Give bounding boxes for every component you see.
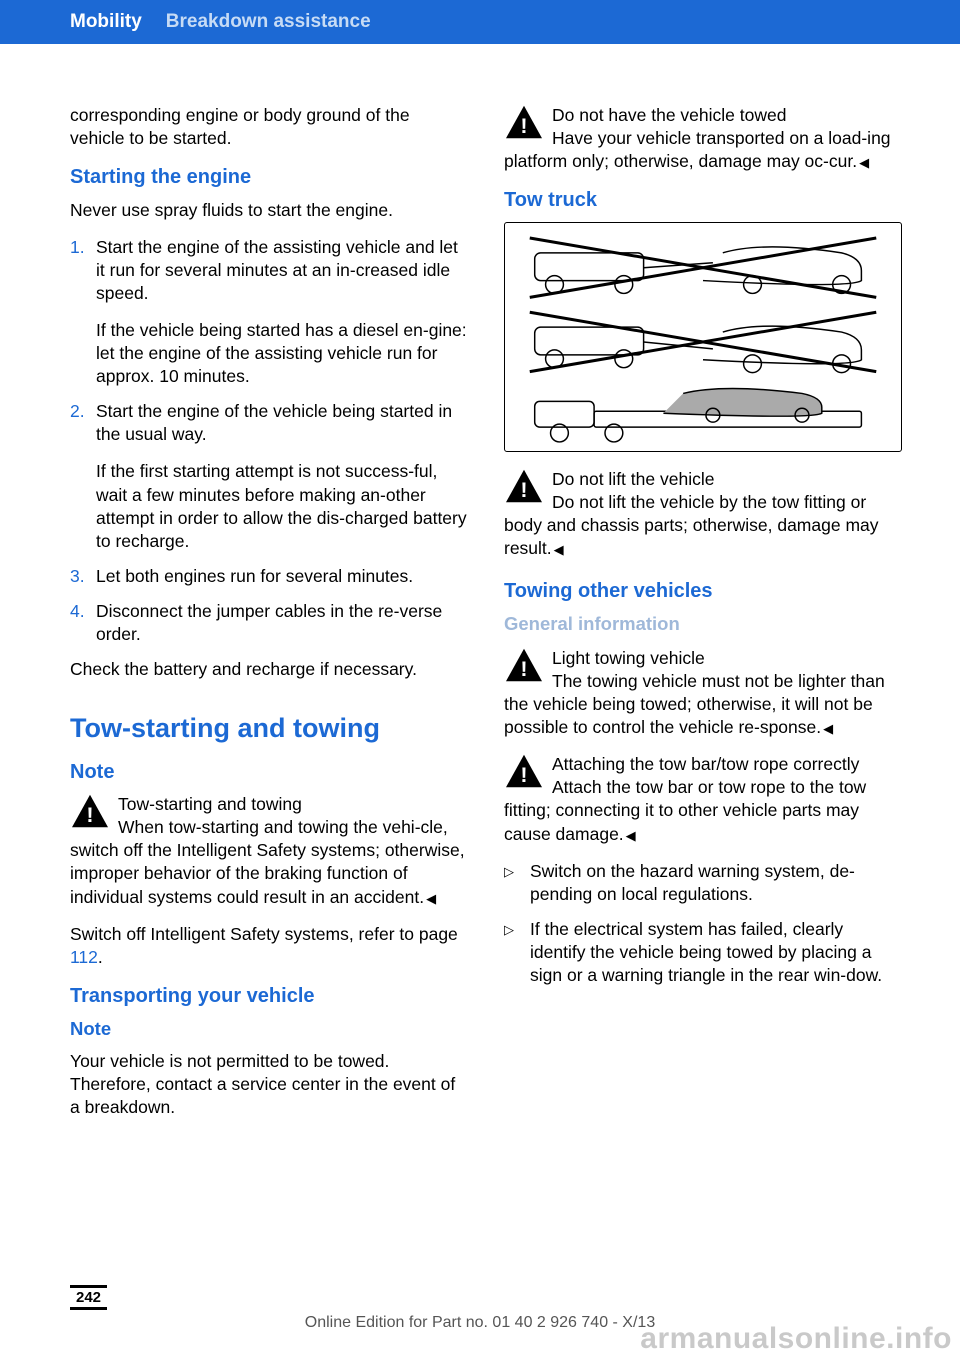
- warning-body: Have your vehicle transported on a load‐…: [504, 128, 891, 171]
- warning-body: The towing vehicle must not be lighter t…: [504, 671, 885, 737]
- step-text: If the first starting attempt is not suc…: [96, 460, 468, 552]
- step-number: 3.: [70, 565, 96, 588]
- list-item: 1. Start the engine of the assisting veh…: [70, 236, 468, 389]
- step-text: Start the engine of the assisting vehicl…: [96, 236, 468, 305]
- warning-icon: !: [504, 468, 544, 504]
- list-item: 2. Start the engine of the vehicle being…: [70, 400, 468, 553]
- starting-engine-heading: Starting the engine: [70, 164, 468, 190]
- warning-icon: !: [70, 793, 110, 829]
- starting-subtext: Never use spray fluids to start the engi…: [70, 199, 468, 222]
- transporting-heading: Transporting your vehicle: [70, 983, 468, 1009]
- header-subsection: Breakdown assistance: [166, 11, 371, 33]
- warning-title: Tow-starting and towing: [118, 794, 302, 814]
- step-text: Start the engine of the vehicle being st…: [96, 400, 468, 446]
- warning-icon: !: [504, 104, 544, 140]
- warning-icon: !: [504, 753, 544, 789]
- svg-text:!: !: [520, 113, 527, 138]
- transport-body: Your vehicle is not permitted to be towe…: [70, 1050, 468, 1119]
- page-header: Mobility Breakdown assistance: [0, 0, 960, 44]
- list-item: 3. Let both engines run for several minu…: [70, 565, 468, 588]
- bullet-list: ▷ Switch on the hazard warning system, d…: [504, 860, 902, 987]
- page-body: corresponding engine or body ground of t…: [0, 44, 960, 1133]
- list-item: 4. Disconnect the jumper cables in the r…: [70, 600, 468, 646]
- step-text: Let both engines run for several minutes…: [96, 565, 468, 588]
- svg-text:!: !: [520, 762, 527, 787]
- step-number: 2.: [70, 400, 96, 553]
- bullet-icon: ▷: [504, 860, 530, 906]
- watermark: armanualsonline.info: [640, 1322, 952, 1356]
- tow-truck-heading: Tow truck: [504, 187, 902, 213]
- warning-body: When tow-starting and towing the vehi‐cl…: [70, 817, 465, 906]
- step-text: If the vehicle being started has a diese…: [96, 319, 468, 388]
- starting-steps-list: 1. Start the engine of the assisting veh…: [70, 236, 468, 646]
- step-number: 4.: [70, 600, 96, 646]
- warning-block: ! Attaching the tow bar/tow rope correct…: [504, 753, 902, 845]
- warning-block: ! Do not lift the vehicle Do not lift th…: [504, 468, 902, 560]
- warning-body: Do not lift the vehicle by the tow fitti…: [504, 492, 879, 558]
- note-heading: Note: [70, 759, 468, 785]
- right-column: ! Do not have the vehicle towed Have you…: [504, 104, 902, 1133]
- warning-body: Attach the tow bar or tow rope to the to…: [504, 777, 866, 843]
- switchoff-pre: Switch off Intelligent Safety systems, r…: [70, 924, 458, 944]
- page-number: 242: [70, 1285, 107, 1310]
- after-steps-text: Check the battery and recharge if necess…: [70, 658, 468, 681]
- intro-paragraph: corresponding engine or body ground of t…: [70, 104, 468, 150]
- warning-title: Do not have the vehicle towed: [552, 105, 786, 125]
- note-heading: Note: [70, 1017, 468, 1041]
- step-number: 1.: [70, 236, 96, 389]
- switchoff-post: .: [98, 947, 103, 967]
- svg-text:!: !: [86, 802, 93, 827]
- bullet-text: Switch on the hazard warning system, de‐…: [530, 860, 902, 906]
- list-item: ▷ If the electrical system has failed, c…: [504, 918, 902, 987]
- bullet-text: If the electrical system has failed, cle…: [530, 918, 902, 987]
- warning-title: Do not lift the vehicle: [552, 469, 714, 489]
- towing-other-heading: Towing other vehicles: [504, 578, 902, 604]
- left-column: corresponding engine or body ground of t…: [70, 104, 468, 1133]
- page-link[interactable]: 112: [70, 947, 98, 967]
- warning-title: Light towing vehicle: [552, 648, 705, 668]
- svg-text:!: !: [520, 476, 527, 501]
- list-item: ▷ Switch on the hazard warning system, d…: [504, 860, 902, 906]
- warning-title: Attaching the tow bar/tow rope correctly: [552, 754, 859, 774]
- warning-block: ! Do not have the vehicle towed Have you…: [504, 104, 902, 173]
- bullet-icon: ▷: [504, 918, 530, 987]
- switchoff-paragraph: Switch off Intelligent Safety systems, r…: [70, 923, 468, 969]
- svg-text:!: !: [520, 656, 527, 681]
- warning-block: ! Light towing vehicle The towing vehicl…: [504, 647, 902, 739]
- step-text: Disconnect the jumper cables in the re‐v…: [96, 600, 468, 646]
- warning-block: ! Tow-starting and towing When tow-start…: [70, 793, 468, 908]
- header-section: Mobility: [70, 11, 142, 33]
- tow-starting-heading: Tow-starting and towing: [70, 711, 468, 747]
- warning-icon: !: [504, 647, 544, 683]
- tow-truck-figure: [504, 222, 902, 452]
- general-info-heading: General information: [504, 612, 902, 636]
